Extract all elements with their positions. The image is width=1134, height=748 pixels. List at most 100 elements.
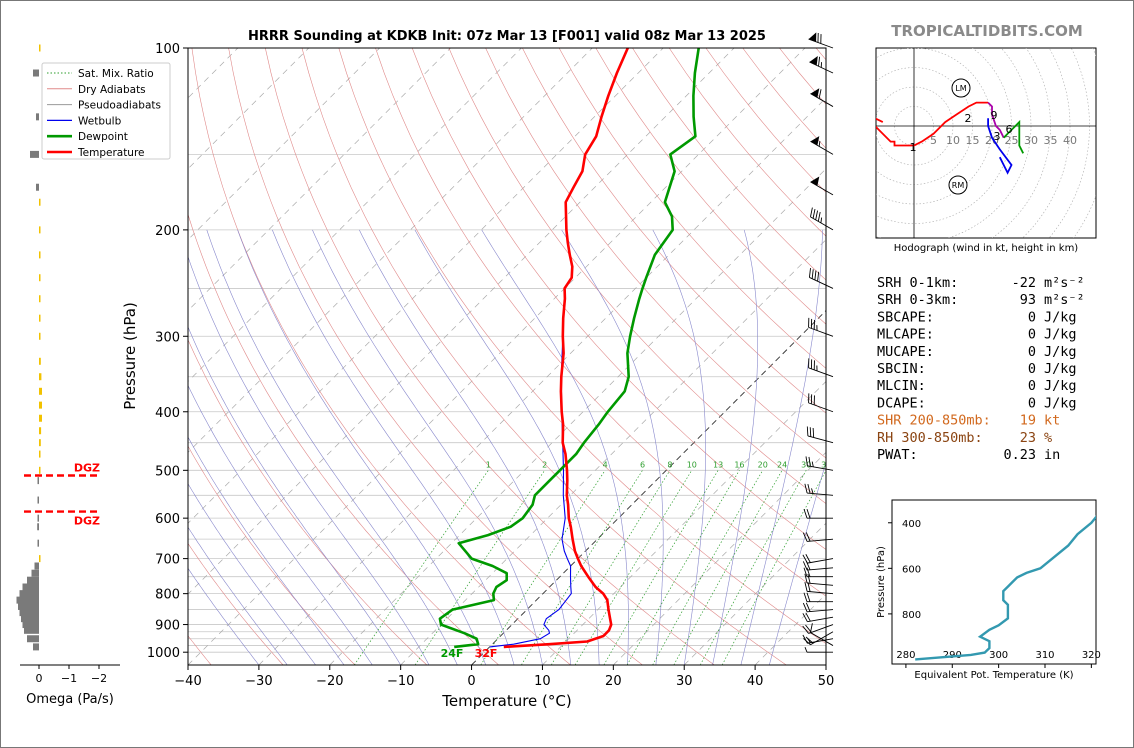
isotherm-line — [329, 168, 826, 665]
stat-value: 0 — [1028, 309, 1036, 325]
y-tick-label: 100 — [155, 42, 180, 57]
hodograph-ring-label: 25 — [1005, 134, 1019, 147]
legend-entry: Dry Adiabats — [78, 84, 146, 96]
omega-bar — [27, 635, 39, 643]
stat-value: 0.23 — [1003, 447, 1036, 463]
isotherm-line — [188, 48, 806, 665]
mixing-ratio-label: 10 — [687, 460, 697, 469]
pseudoadiabat — [188, 483, 316, 665]
stat-unit: J/kg — [1044, 361, 1077, 377]
barb-full — [809, 427, 812, 437]
pseudoadiabat — [312, 229, 543, 665]
isotherm-line — [188, 48, 522, 382]
isotherm-line — [188, 48, 451, 312]
wind-barb-column — [802, 32, 834, 653]
stat-label: MLCAPE: — [877, 327, 934, 343]
mixing-ratio-label: 6 — [640, 460, 645, 469]
hodograph-trace-low — [876, 101, 989, 147]
storm-motion-circle — [948, 175, 968, 195]
barb-full — [812, 427, 815, 438]
hodograph-ring-label: 15 — [966, 134, 980, 147]
barb-shaft — [808, 326, 834, 337]
barb-full — [807, 582, 811, 592]
omega-x-tick-label: −1 — [61, 672, 77, 685]
stat-row: SHR 200-850mb: 19 kt — [877, 413, 1060, 429]
pseudoadiabat — [188, 526, 288, 665]
barb-shaft — [807, 582, 834, 586]
omega-bar — [33, 69, 39, 77]
legend-entry: Pseudoadiabats — [78, 100, 161, 112]
legend-entry: Wetbulb — [78, 115, 122, 127]
barb-full — [803, 638, 811, 646]
skew-t-plot: 1 2 4 6 8 10 13 16 20 24 30 36 −40 −30 −20 −10 0 10 20 30 4… — [121, 42, 834, 710]
mixing-ratio-label: 30 — [801, 460, 811, 469]
stat-unit: kt — [1044, 413, 1060, 429]
x-tick-label: 0 — [467, 674, 475, 689]
wind-barb — [810, 136, 834, 155]
barb-full — [803, 567, 808, 577]
omega-bar — [39, 387, 42, 395]
barb-full — [808, 456, 811, 467]
omega-bar — [39, 314, 41, 322]
dry-adiabat — [448, 48, 826, 504]
wind-barb — [802, 532, 834, 542]
barb-half — [811, 488, 814, 494]
barb-full — [805, 532, 811, 542]
isotherm-line — [188, 48, 380, 241]
wind-barb — [803, 567, 833, 578]
mixing-ratio-line — [626, 470, 740, 665]
barb-flag — [810, 136, 820, 146]
theta-e-x-label: Equivalent Pot. Temperature (K) — [914, 670, 1073, 681]
omega-bar — [27, 576, 39, 584]
omega-bar — [37, 514, 39, 522]
omega-bar — [36, 183, 39, 191]
stat-unit: J/kg — [1044, 378, 1077, 394]
wind-barb — [802, 554, 834, 564]
barb-full — [810, 207, 813, 217]
omega-bar — [21, 615, 39, 623]
mixing-ratio-line — [550, 470, 671, 665]
stat-unit: m²s⁻² — [1044, 292, 1085, 308]
mixing-ratio-line — [673, 470, 783, 665]
y-tick-label: 1000 — [147, 646, 180, 661]
mixing-ratio-line — [699, 470, 807, 665]
mixing-ratio-label: 8 — [667, 460, 672, 469]
skew-t-axes-frame — [187, 47, 827, 666]
hodograph-height-label: 6 — [1006, 123, 1013, 136]
omega-bar — [39, 439, 41, 447]
omega-bar — [39, 251, 41, 259]
wind-barb — [805, 456, 834, 471]
hodograph-ring-label: 5 — [930, 134, 937, 147]
wind-barb — [808, 393, 834, 413]
barb-full — [806, 567, 811, 577]
stat-row: RH 300-850mb: 23% — [877, 430, 1052, 446]
barb-flag — [809, 56, 818, 66]
pseudoadiabat — [237, 229, 486, 665]
mixing-ratio-line — [721, 470, 826, 665]
stat-label: SRH 0-1km: — [877, 275, 958, 291]
pseudoadiabat — [188, 567, 260, 665]
stat-value: 23 — [1020, 430, 1036, 446]
theta-e-y-tick-label: 400 — [902, 519, 921, 530]
stat-label: MUCAPE: — [877, 344, 934, 360]
pseudoadiabat — [652, 229, 706, 665]
barb-full — [805, 602, 811, 612]
storm-motion-circle — [951, 78, 971, 98]
hodograph-height-label: 3 — [994, 130, 1001, 143]
hodograph-ring-label: 40 — [1063, 134, 1077, 147]
barb-full — [802, 532, 808, 542]
hodograph-ring-label: 10 — [946, 134, 960, 147]
omega-bar — [39, 198, 41, 206]
zero-isotherm — [471, 309, 826, 665]
barb-shaft — [807, 492, 834, 496]
barb-shaft — [809, 277, 834, 289]
barb-shaft — [807, 558, 834, 564]
barb-half — [804, 647, 808, 653]
wind-barb — [808, 267, 834, 289]
y-tick-label: 200 — [155, 224, 180, 239]
barb-full — [806, 426, 809, 436]
wetbulb-line — [489, 336, 572, 648]
mixing-ratio-line — [574, 470, 693, 665]
